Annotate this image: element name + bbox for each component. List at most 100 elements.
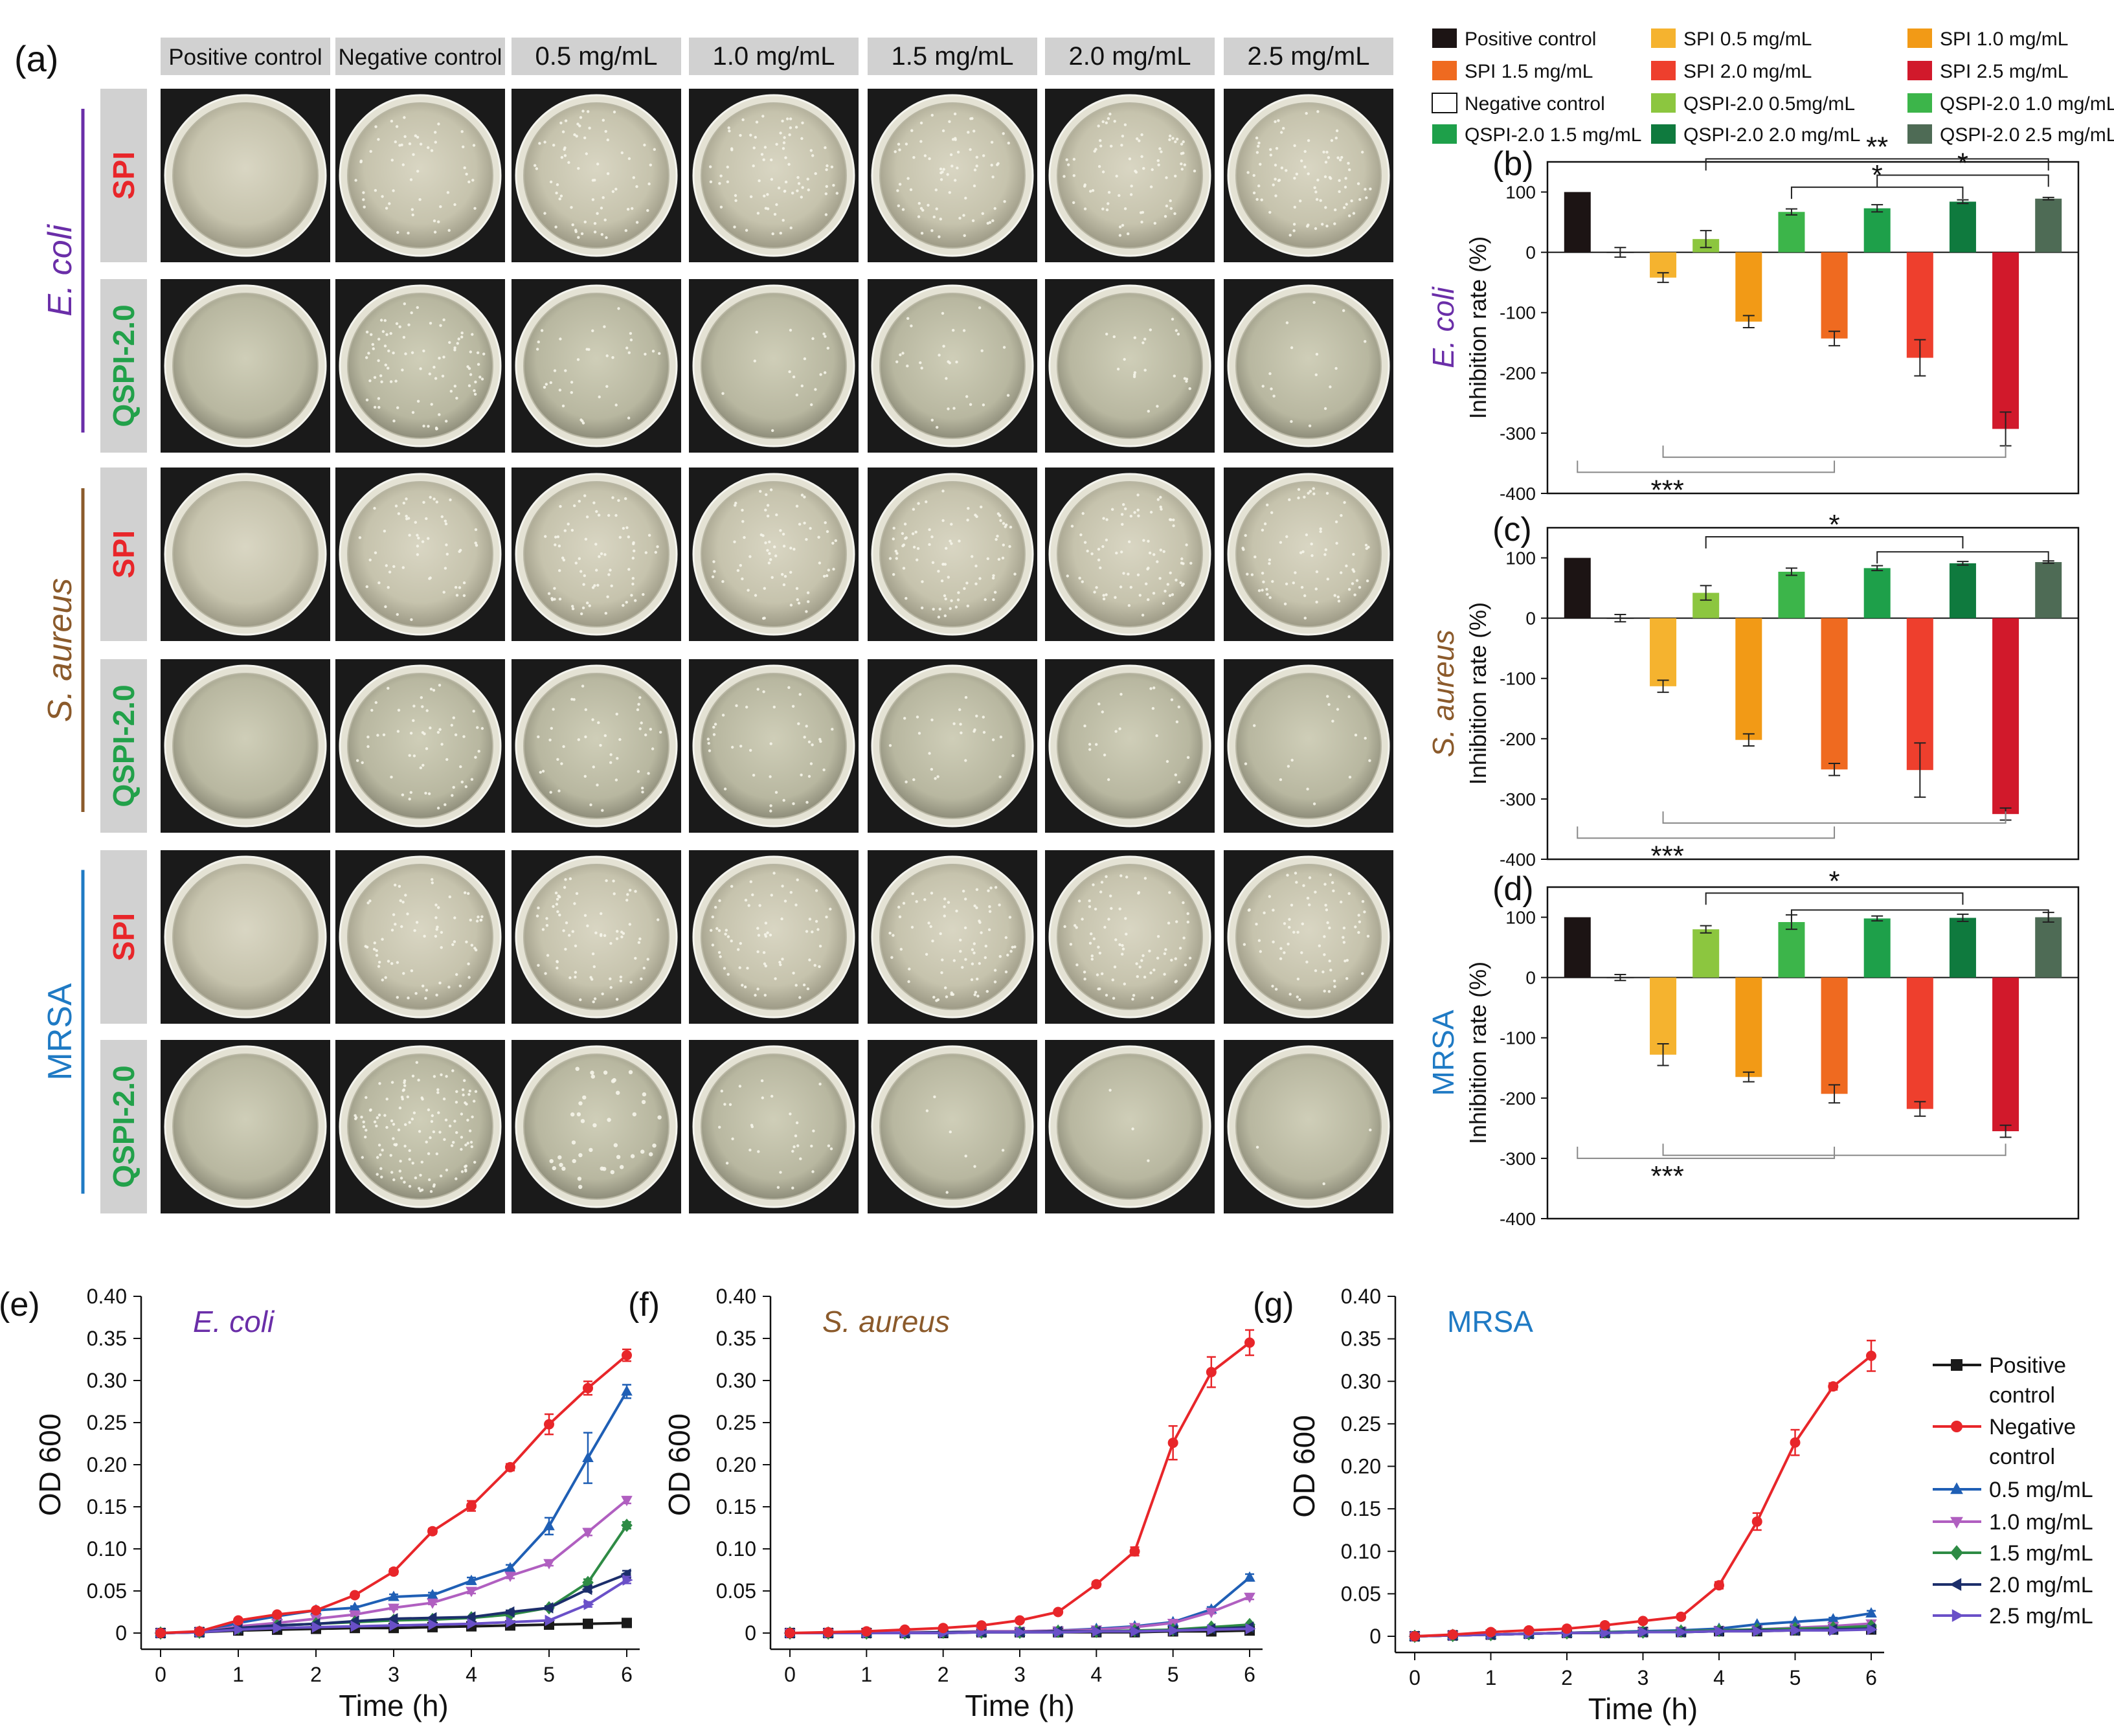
petri-dish-photo — [1224, 468, 1393, 641]
colony — [556, 183, 559, 186]
colony — [1271, 984, 1274, 988]
colony — [768, 540, 771, 544]
colony — [381, 1149, 384, 1152]
data-point — [543, 1602, 554, 1614]
colony — [452, 1141, 455, 1144]
colony — [398, 1106, 402, 1110]
plot-frame — [1546, 526, 2080, 861]
colony — [1344, 185, 1347, 189]
colony — [472, 144, 476, 147]
colony — [1369, 1128, 1372, 1132]
petri-dish-photo — [512, 850, 681, 1024]
chart-title: MRSA — [1447, 1305, 1533, 1338]
colony — [1009, 525, 1013, 529]
petri-dish-agar — [1057, 102, 1203, 249]
colony — [1283, 922, 1287, 925]
colony — [1296, 977, 1300, 981]
colony — [770, 177, 774, 181]
colony — [370, 333, 373, 336]
significance-bracket — [1662, 1144, 2007, 1156]
colony — [1261, 528, 1265, 532]
y-tick-label: 0 — [1525, 968, 1536, 988]
colony — [583, 494, 587, 497]
colony — [458, 984, 462, 987]
colony — [1288, 993, 1292, 996]
colony — [1292, 930, 1296, 934]
colony — [416, 545, 420, 548]
colony — [998, 954, 1002, 958]
colony — [570, 391, 573, 394]
colony — [1287, 765, 1290, 768]
colony — [449, 498, 452, 502]
colony — [559, 1162, 563, 1167]
colony — [630, 594, 633, 597]
colony — [1171, 593, 1175, 596]
colony — [734, 501, 737, 505]
colony — [906, 365, 909, 368]
colony — [927, 921, 930, 925]
colony — [946, 173, 949, 176]
colony — [791, 192, 794, 195]
colony — [647, 182, 651, 186]
colony — [1332, 979, 1336, 983]
colony — [362, 191, 365, 194]
colony — [1315, 600, 1318, 603]
colony — [416, 553, 420, 556]
colony — [1079, 533, 1083, 537]
colony — [474, 380, 477, 384]
colony — [559, 504, 562, 508]
colony — [708, 749, 712, 752]
colony — [1063, 175, 1066, 178]
data-point — [427, 1598, 438, 1609]
colony — [1324, 161, 1328, 164]
colony — [436, 1091, 440, 1094]
colony — [385, 207, 388, 210]
colony — [473, 392, 477, 396]
colony — [1272, 908, 1275, 912]
colony — [1268, 558, 1272, 561]
colony — [822, 768, 826, 772]
colony — [614, 778, 618, 782]
colony — [1335, 541, 1338, 545]
colony — [1272, 183, 1275, 186]
colony — [920, 232, 924, 235]
colony — [960, 731, 963, 735]
plate-grid-panel: (a) Positive control Negative control 0.5 … — [14, 38, 1393, 1213]
data-point — [505, 1461, 515, 1472]
colony — [1160, 150, 1163, 153]
colony — [963, 234, 966, 237]
bar — [1992, 618, 2019, 815]
legend-label: control — [1989, 1383, 2055, 1408]
colony — [1011, 754, 1015, 758]
petri-dish-photo — [689, 850, 859, 1024]
colony — [1338, 190, 1341, 194]
colony — [1102, 517, 1105, 520]
data-point — [428, 1619, 439, 1630]
colony — [1263, 911, 1266, 915]
colony — [556, 897, 559, 901]
petri-dish-agar — [347, 1054, 493, 1200]
colony — [437, 220, 440, 223]
colony — [362, 1125, 366, 1129]
colony — [1069, 943, 1073, 946]
colony — [1138, 965, 1141, 969]
colony — [781, 119, 784, 123]
colony — [376, 1116, 379, 1120]
data-point — [1951, 1609, 1964, 1622]
colony — [739, 745, 743, 748]
colony — [465, 172, 468, 176]
colony — [455, 396, 458, 400]
colony — [651, 747, 655, 750]
colony — [1118, 943, 1121, 947]
colony — [1175, 720, 1179, 724]
petri-dish-photo — [1224, 1040, 1393, 1213]
colony — [410, 969, 414, 973]
colony — [407, 323, 410, 326]
colony — [1344, 959, 1347, 963]
colony — [789, 547, 793, 550]
legend-label: SPI 1.5 mg/mL — [1465, 61, 1593, 82]
petri-dish-agar — [879, 1054, 1026, 1200]
colony — [892, 934, 895, 937]
data-point — [1865, 1606, 1877, 1618]
colony — [1257, 939, 1261, 942]
